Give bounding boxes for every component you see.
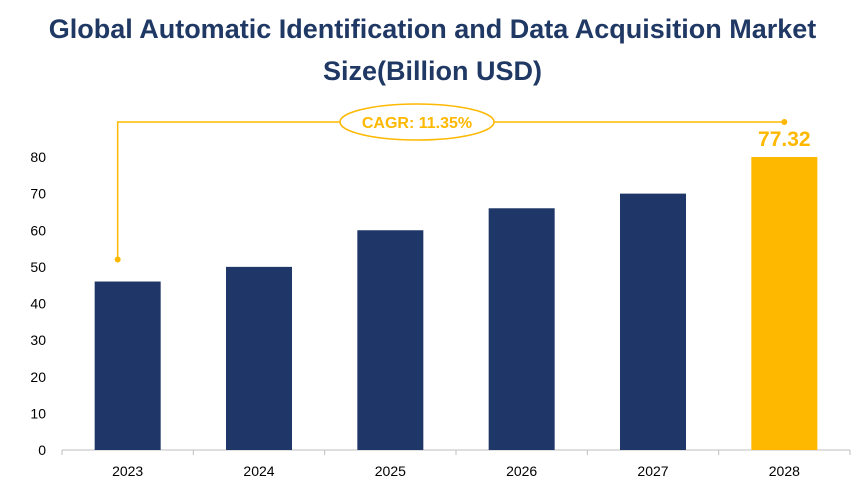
x-tick-label: 2023 xyxy=(112,463,143,479)
y-tick-label: 40 xyxy=(30,296,46,312)
bar-2023 xyxy=(94,281,161,450)
x-tick-label: 2027 xyxy=(637,463,668,479)
bar-2025 xyxy=(357,230,424,450)
y-tick-label: 70 xyxy=(30,186,46,202)
cagr-start-dot xyxy=(114,256,121,263)
cagr-line-left xyxy=(116,121,340,260)
cagr-end-dot xyxy=(781,119,788,125)
y-tick-label: 20 xyxy=(30,369,46,385)
y-tick-label: 80 xyxy=(30,149,46,165)
chart-title: Global Automatic Identification and Data… xyxy=(48,14,817,86)
x-tick-label: 2028 xyxy=(769,463,800,479)
cagr-label: CAGR: 11.35% xyxy=(362,115,472,132)
x-tick-label: 2025 xyxy=(375,463,406,479)
y-tick-label: 0 xyxy=(38,442,46,458)
y-tick-label: 30 xyxy=(30,332,46,348)
x-tick-label: 2024 xyxy=(243,463,274,479)
y-tick-label: 60 xyxy=(30,222,46,238)
bar-2028 xyxy=(751,157,818,450)
bar-2026 xyxy=(488,208,555,450)
cagr-ellipse xyxy=(339,103,495,141)
y-tick-label: 50 xyxy=(30,259,46,275)
x-tick-label: 2026 xyxy=(506,463,537,479)
bar-2024 xyxy=(226,266,292,450)
y-tick-label: 10 xyxy=(30,405,46,421)
data-label-2028: 77.32 xyxy=(758,128,811,151)
bar-2027 xyxy=(620,193,686,450)
